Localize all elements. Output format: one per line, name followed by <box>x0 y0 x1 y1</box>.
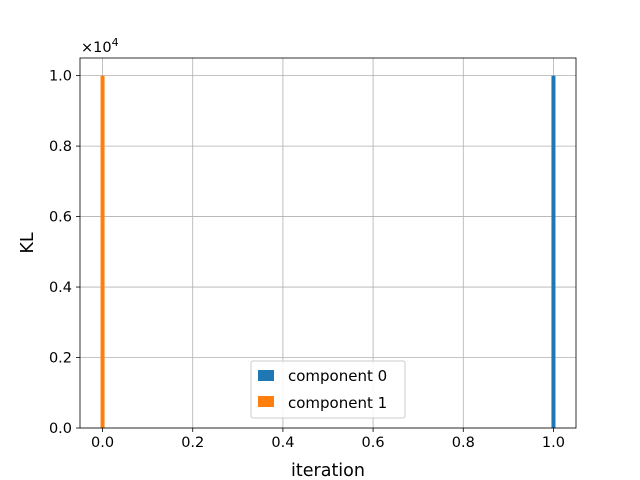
x-tick-label: 1.0 <box>542 435 565 451</box>
grid <box>80 58 576 429</box>
y-tick-label: 0.0 <box>49 421 72 437</box>
x-axis: 0.0 0.2 0.4 0.6 0.8 1.0 <box>91 428 565 451</box>
x-axis-label: iteration <box>291 461 365 480</box>
bars <box>100 75 556 428</box>
y-axis-label: KL <box>18 232 38 253</box>
legend-box <box>250 360 406 419</box>
x-tick-label: 0.8 <box>452 435 475 451</box>
x-tick-label: 0.0 <box>91 435 114 451</box>
legend-label-component-0: component 0 <box>288 367 387 385</box>
x-tick-label: 0.4 <box>271 435 294 451</box>
y-tick-label: 1.0 <box>49 69 72 85</box>
y-tick-label: 0.6 <box>49 210 72 226</box>
y-axis: 0.0 0.2 0.4 0.6 0.8 1.0 <box>49 69 80 437</box>
legend-swatch-component-1 <box>258 396 274 407</box>
y-tick-label: 0.8 <box>49 139 72 155</box>
legend-label-component-1: component 1 <box>288 394 387 412</box>
plot-frame <box>79 57 577 429</box>
bar-component-0 <box>551 75 556 428</box>
y-multiplier-exponent: 4 <box>112 36 119 49</box>
legend: component 0 component 1 <box>250 360 406 419</box>
y-tick-label: 0.4 <box>49 280 72 296</box>
x-tick-label: 0.2 <box>181 435 204 451</box>
y-multiplier-label: ×104 <box>81 36 119 56</box>
y-tick-label: 0.2 <box>49 351 72 367</box>
bar-component-1 <box>100 75 105 428</box>
x-tick-label: 0.6 <box>362 435 385 451</box>
legend-swatch-component-0 <box>258 370 274 381</box>
